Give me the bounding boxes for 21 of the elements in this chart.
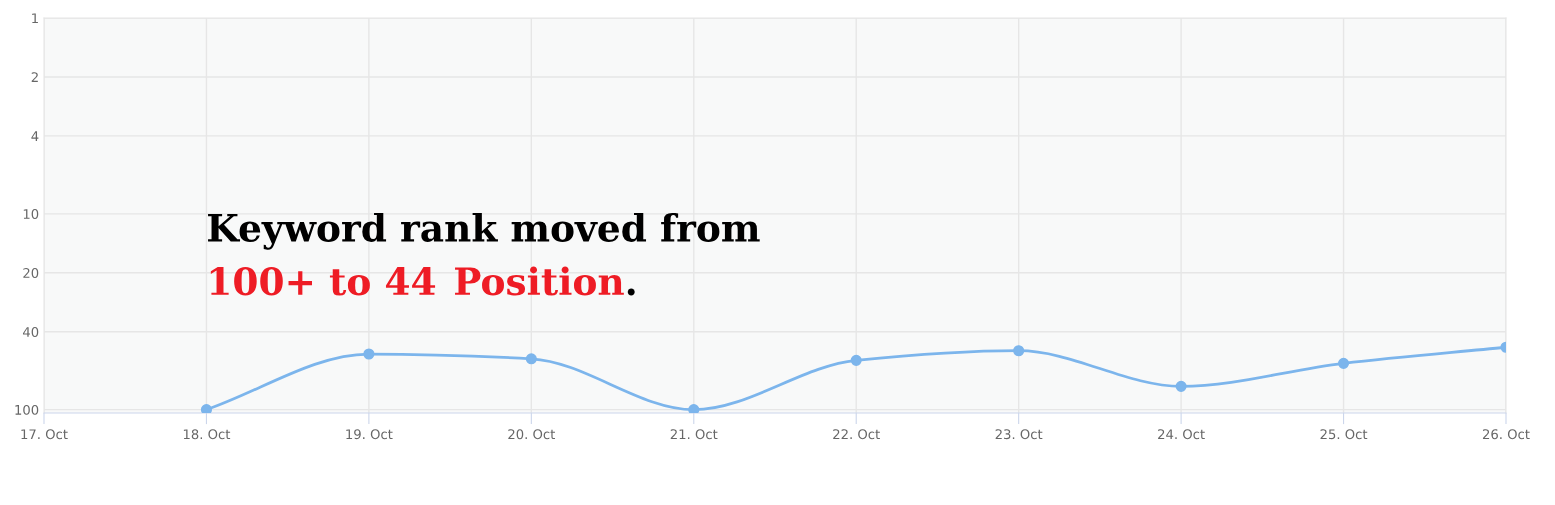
annotation: Keyword rank moved from	[208, 212, 760, 250]
y-tick-label: 40	[22, 326, 39, 337]
x-tick-label: 26. Oct	[1482, 429, 1530, 440]
x-tick-label: 22. Oct	[833, 429, 880, 440]
x-tick-label: 21. Oct	[670, 429, 718, 440]
annotation: .	[627, 288, 635, 296]
x-tick-label: 24. Oct	[1158, 429, 1205, 440]
annotation: 100+ to 44	[210, 267, 436, 296]
y-tick-label: 20	[23, 268, 39, 278]
x-tick-label: 23. Oct	[995, 429, 1043, 440]
x-tick-label: 20. Oct	[508, 429, 556, 440]
y-tick-label: 4	[31, 131, 39, 141]
y-tick-label: 10	[23, 209, 39, 220]
x-tick-label: 25. Oct	[1320, 429, 1368, 440]
y-tick-label: 1	[32, 13, 38, 24]
y-tick-label: 2	[31, 72, 38, 82]
x-tick-label: 17. Oct	[21, 429, 68, 440]
x-tick-label: 18. Oct	[183, 429, 231, 440]
annotation: Position	[455, 266, 624, 296]
y-tick-label: 100	[15, 404, 39, 415]
x-tick-label: 19. Oct	[346, 429, 393, 440]
